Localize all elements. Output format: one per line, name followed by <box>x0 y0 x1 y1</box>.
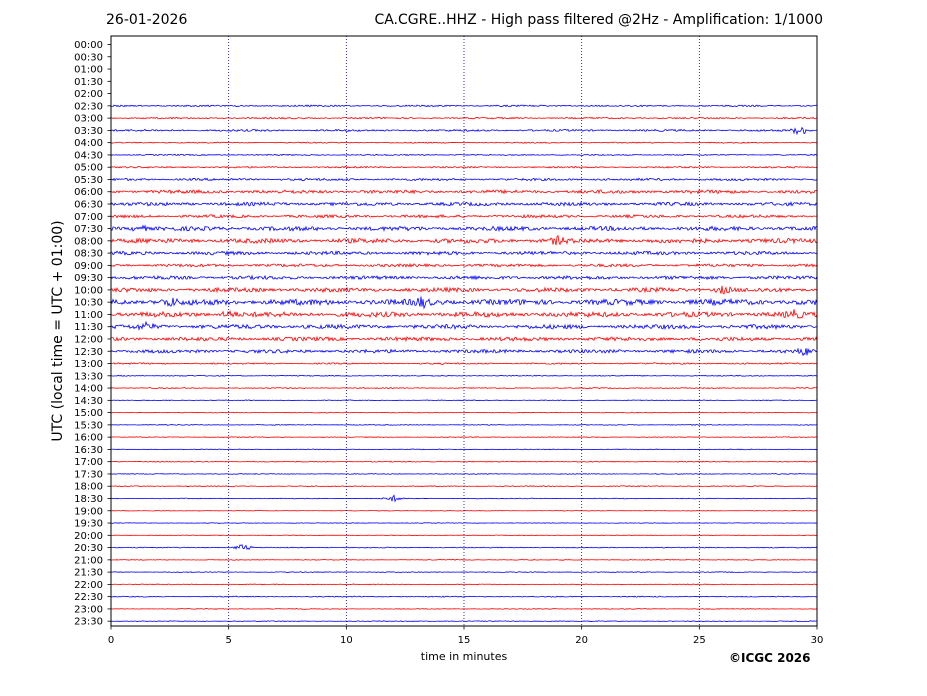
trace-2000 <box>110 534 818 537</box>
y-tick-label: 07:30 <box>74 224 103 235</box>
y-tick-label: 16:00 <box>74 433 103 444</box>
y-tick-label: 00:00 <box>74 40 103 51</box>
y-tick-label: 14:30 <box>74 396 103 407</box>
trace-2030 <box>110 544 818 551</box>
header-date: 26-01-2026 <box>106 12 188 28</box>
trace-2230 <box>110 595 818 598</box>
y-tick-label: 19:00 <box>74 506 103 517</box>
y-tick-label: 21:30 <box>74 568 103 579</box>
y-tick-label: 11:30 <box>74 322 103 333</box>
y-tick-label: 08:00 <box>74 236 103 247</box>
y-tick-label: 03:30 <box>74 126 103 137</box>
y-tick-label: 17:30 <box>74 469 103 480</box>
trace-1530 <box>110 424 818 426</box>
y-tick-label: 06:30 <box>74 200 103 211</box>
y-tick-label: 04:30 <box>74 150 103 161</box>
trace-2130 <box>110 571 818 573</box>
y-tick-label: 01:00 <box>74 65 103 76</box>
y-tick-label: 18:30 <box>74 494 103 505</box>
x-tick-label: 25 <box>693 635 706 646</box>
trace-2200 <box>110 583 818 586</box>
y-tick-label: 22:30 <box>74 592 103 603</box>
trace-0430 <box>110 153 818 156</box>
trace-1000 <box>110 285 818 295</box>
y-tick-label: 16:30 <box>74 445 103 456</box>
y-tick-label: 04:00 <box>74 138 103 149</box>
x-tick-label: 15 <box>458 635 471 646</box>
y-tick-label: 05:00 <box>74 163 103 174</box>
y-tick-label: 23:30 <box>74 617 103 628</box>
trace-1200 <box>110 335 818 343</box>
y-tick-label: 21:00 <box>74 555 103 566</box>
x-tick-label: 10 <box>340 635 353 646</box>
y-tick-label: 02:00 <box>74 89 103 100</box>
x-tick-label: 0 <box>108 635 114 646</box>
y-tick-label: 20:30 <box>74 543 103 554</box>
y-tick-label: 03:00 <box>74 114 103 125</box>
y-tick-label: 06:00 <box>74 187 103 198</box>
trace-0500 <box>110 165 818 169</box>
trace-0330 <box>110 126 818 136</box>
y-tick-label: 18:00 <box>74 482 103 493</box>
trace-0530 <box>110 177 818 182</box>
y-tick-label: 00:30 <box>74 52 103 63</box>
y-tick-label: 12:00 <box>74 334 103 345</box>
trace-1630 <box>110 448 818 451</box>
trace-0730 <box>110 224 818 233</box>
x-axis: 0 5 10 15 20 25 30 <box>108 626 824 646</box>
y-tick-label: 07:00 <box>74 212 103 223</box>
trace-0400 <box>110 141 818 144</box>
y-tick-label: 19:30 <box>74 519 103 530</box>
x-tick-label: 5 <box>225 635 231 646</box>
trace-1600 <box>110 436 818 438</box>
trace-1700 <box>110 460 818 463</box>
y-tick-label: 20:00 <box>74 531 103 542</box>
y-tick-label: 09:30 <box>74 273 103 284</box>
y-tick-label: 13:30 <box>74 371 103 382</box>
trace-0600 <box>110 188 818 195</box>
trace-0830 <box>110 250 818 256</box>
y-tick-label: 17:00 <box>74 457 103 468</box>
x-tick-label: 30 <box>811 635 824 646</box>
y-tick-label: 12:30 <box>74 347 103 358</box>
trace-1100 <box>110 309 818 319</box>
x-tick-label: 20 <box>575 635 588 646</box>
y-tick-label: 15:00 <box>74 408 103 419</box>
y-tick-label: 02:30 <box>74 101 103 112</box>
y-tick-label: 08:30 <box>74 249 103 260</box>
y-tick-label: 22:00 <box>74 580 103 591</box>
y-tick-label: 01:30 <box>74 77 103 88</box>
copyright-notice: ©ICGC 2026 <box>729 651 811 665</box>
trace-1500 <box>110 411 818 414</box>
y-axis-label: UTC (local time = UTC + 01:00) <box>50 220 66 441</box>
y-tick-label: 13:00 <box>74 359 103 370</box>
y-tick-label: 11:00 <box>74 310 103 321</box>
y-tick-label: 23:00 <box>74 604 103 615</box>
y-tick-label: 10:30 <box>74 298 103 309</box>
y-tick-label: 09:00 <box>74 261 103 272</box>
x-axis-label: time in minutes <box>421 650 508 663</box>
trace-1130 <box>110 320 818 331</box>
trace-1430 <box>110 399 818 402</box>
gridline-group <box>228 36 700 626</box>
y-tick-label: 05:30 <box>74 175 103 186</box>
y-tick-label: 14:00 <box>74 384 103 395</box>
trace-2100 <box>110 558 818 561</box>
y-tick-label: 10:00 <box>74 285 103 296</box>
chart-title: CA.CGRE..HHZ - High pass filtered @2Hz -… <box>374 12 823 28</box>
y-tick-label: 15:30 <box>74 420 103 431</box>
